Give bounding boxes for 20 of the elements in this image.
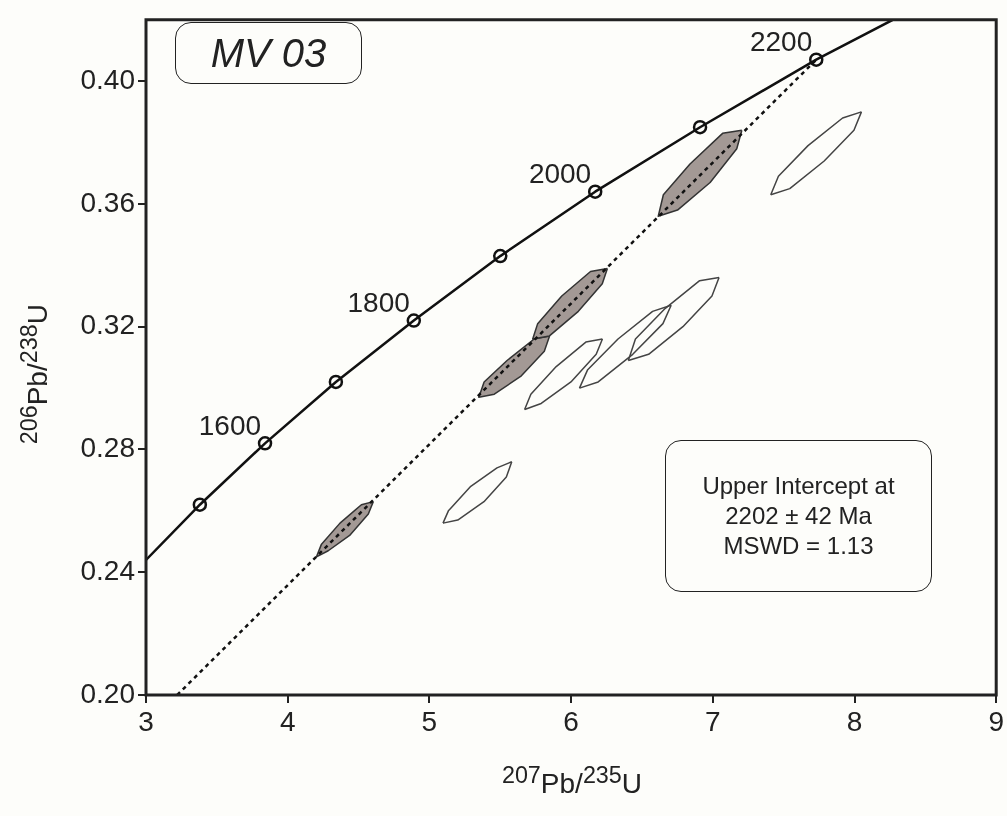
y-tick-label: 0.28 <box>80 432 135 464</box>
x-tick-label: 9 <box>988 705 1004 737</box>
x-tick-label: 5 <box>421 705 438 737</box>
annotation: 2000 <box>528 158 592 190</box>
y-tick-label: 0.20 <box>80 677 135 709</box>
annotation: 1600 <box>198 410 262 442</box>
y-tick-label: 0.32 <box>80 309 135 341</box>
x-tick-label: 7 <box>705 705 721 737</box>
annotation: 2200 <box>749 26 813 58</box>
y-tick-label: 0.24 <box>80 554 135 586</box>
x-tick-label: 8 <box>846 705 863 737</box>
x-tick-label: 4 <box>279 705 296 737</box>
annotation: 1800 <box>347 287 410 319</box>
x-tick-label: 3 <box>138 705 154 737</box>
x-axis-title: $^{207}$Pb/$^{235}$U <box>500 762 644 801</box>
y-tick-label: 0.40 <box>80 63 135 95</box>
x-tick-label: 6 <box>563 705 579 737</box>
annotation: Upper Intercept at 2202 ± 42 Ma MSWD = 1.13 <box>665 440 932 592</box>
annotation: MV 03 <box>175 22 362 84</box>
y-tick-label: 0.36 <box>80 186 135 218</box>
